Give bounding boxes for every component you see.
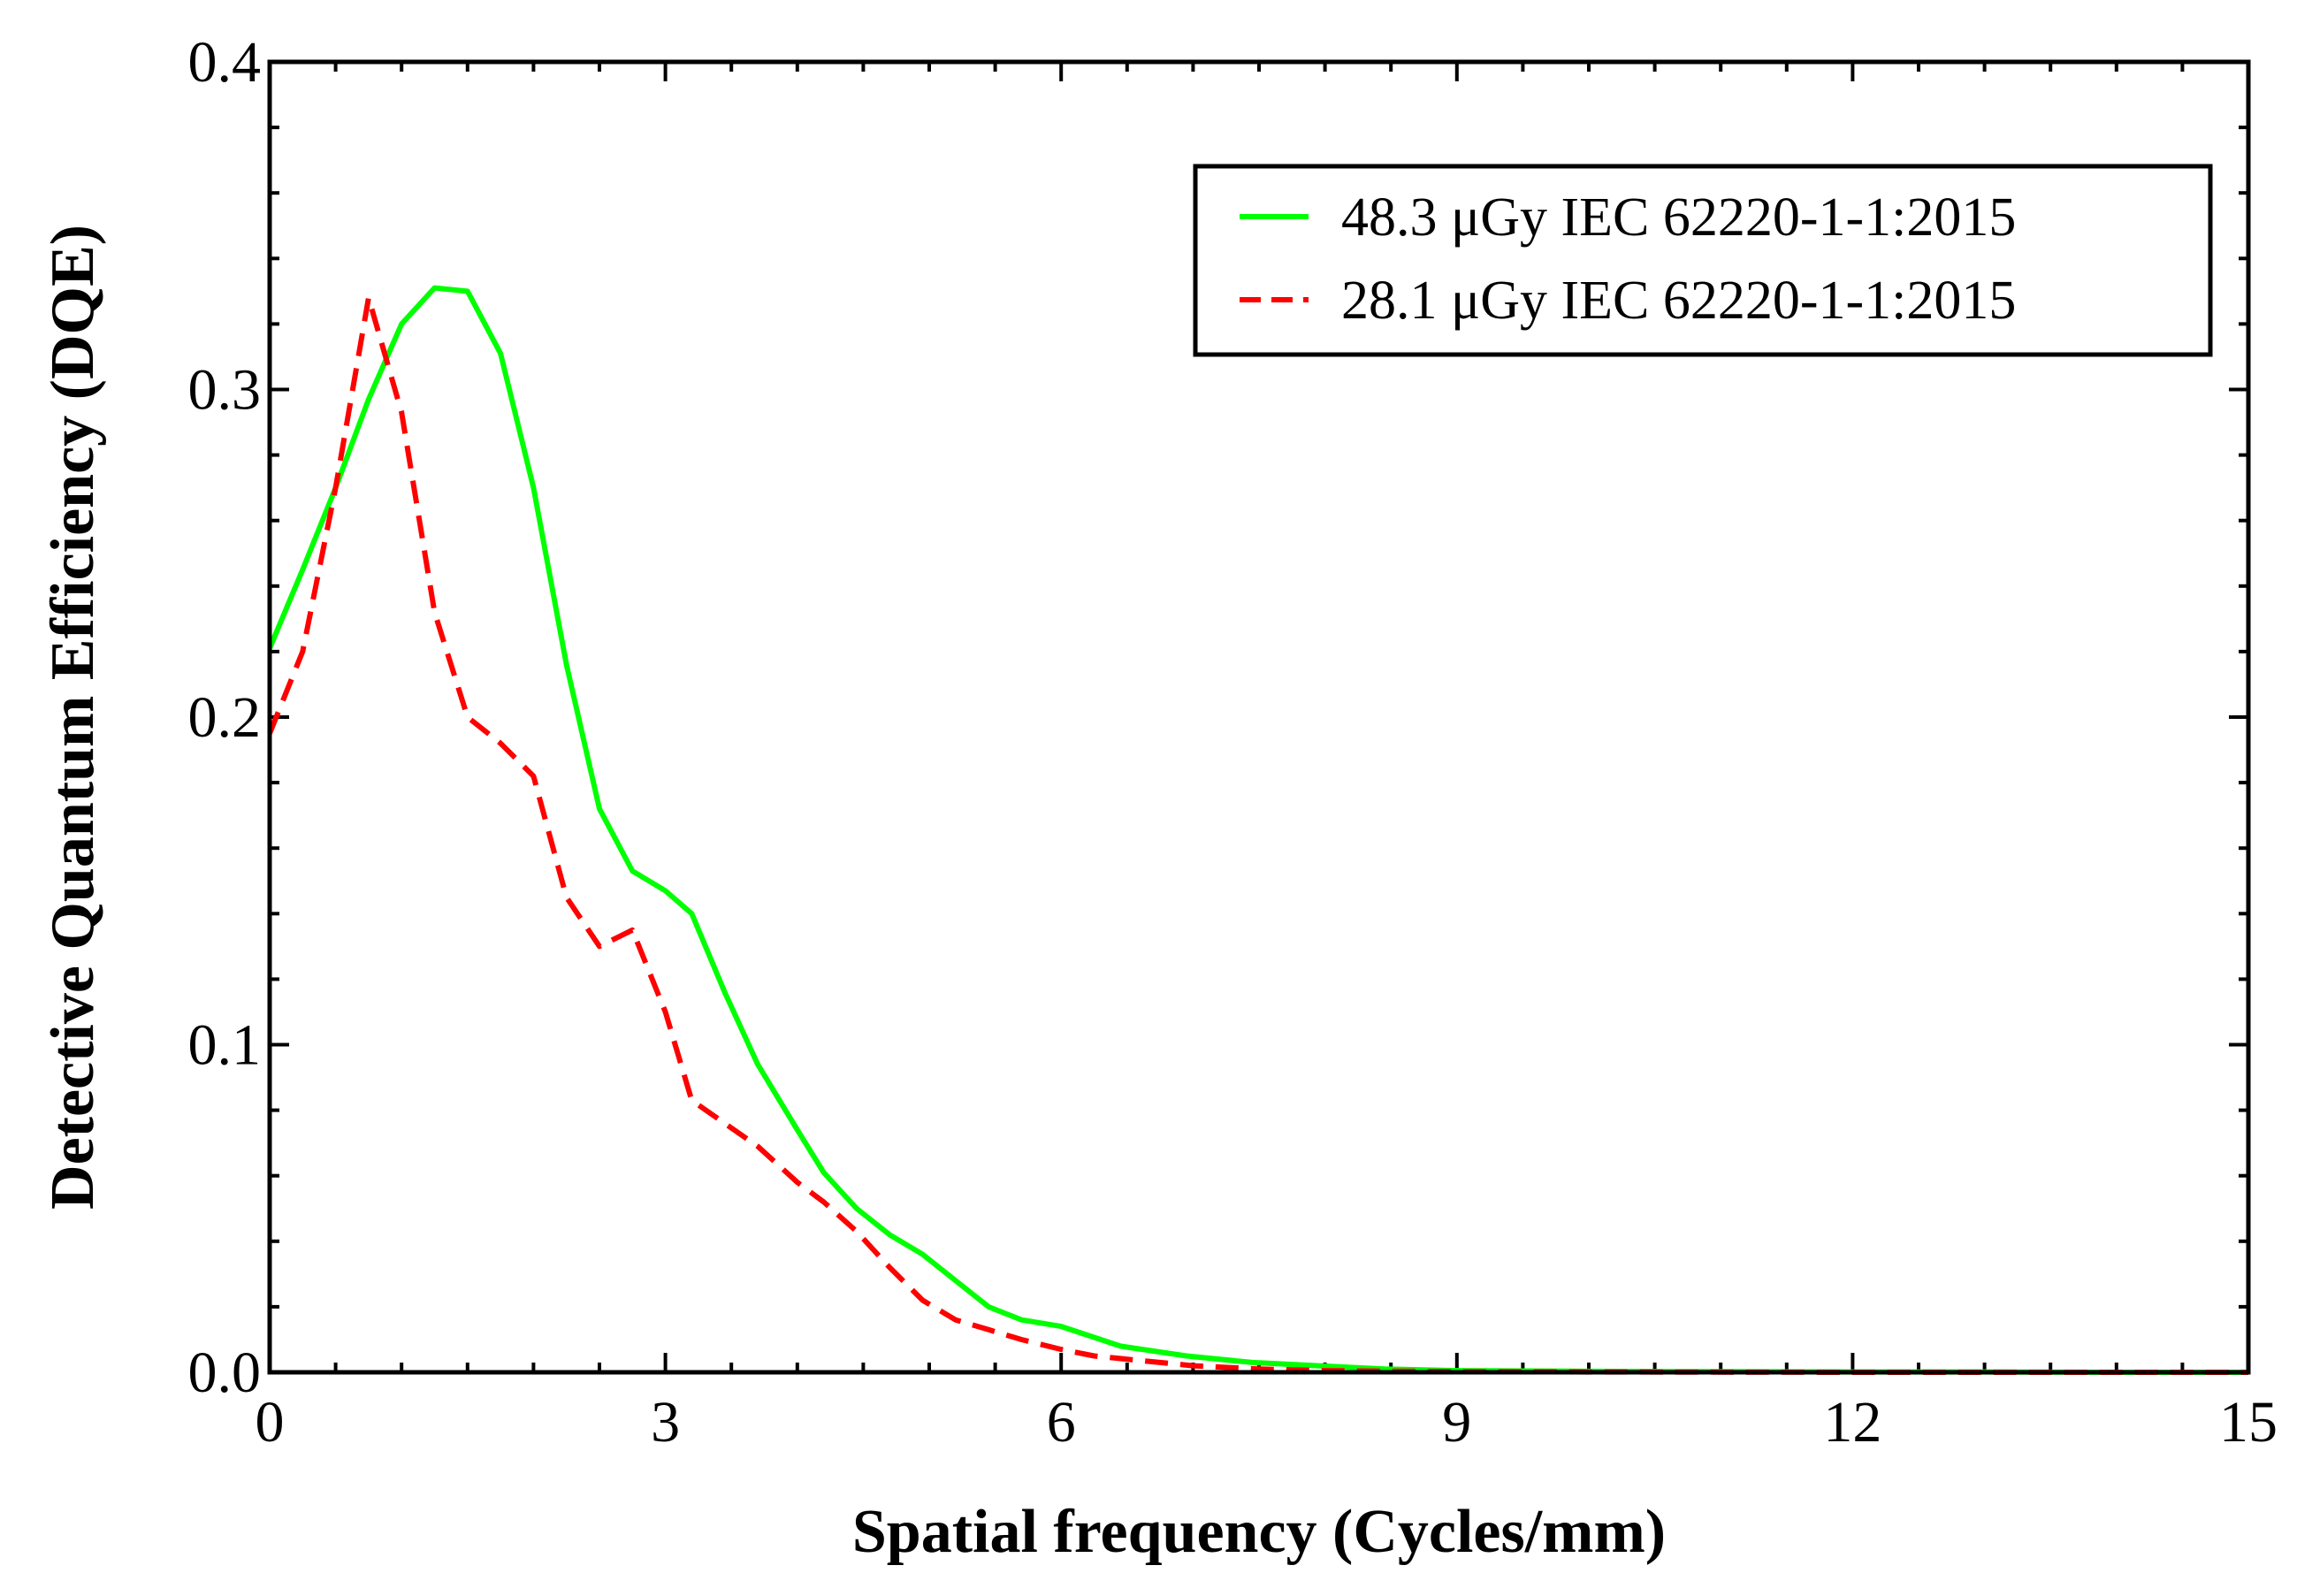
y-tick-label: 0.0 <box>188 1340 262 1405</box>
legend-label-48-3-ugy: 48.3 μGy IEC 62220-1-1:2015 <box>1341 187 2016 248</box>
data-series <box>267 285 2248 1375</box>
y-axis-title: Detective Quantum Efficiency (DQE) <box>39 225 107 1210</box>
x-tick-label: 12 <box>1823 1390 1881 1455</box>
y-tick-label: 0.1 <box>188 1013 262 1078</box>
x-tick-label: 9 <box>1442 1390 1471 1455</box>
x-axis-title: Spatial frequency (Cycles/mm) <box>852 1498 1666 1566</box>
y-tick-label: 0.3 <box>188 358 262 423</box>
legend: 48.3 μGy IEC 62220-1-1:2015 28.1 μGy IEC… <box>1193 164 2213 357</box>
plot-frame <box>267 59 2251 1375</box>
axis-tick-labels: 0 3 6 9 12 15 0.0 0.1 0.2 0.3 0.4 <box>188 30 2278 1455</box>
series-line-0 <box>267 285 2248 1375</box>
x-tick-label: 0 <box>256 1390 285 1455</box>
y-tick-label: 0.2 <box>188 685 262 750</box>
x-tick-label: 15 <box>2219 1390 2278 1455</box>
legend-box <box>1193 164 2213 357</box>
x-tick-label: 6 <box>1047 1390 1076 1455</box>
y-tick-label: 0.4 <box>188 30 262 95</box>
x-tick-label: 3 <box>651 1390 680 1455</box>
legend-label-28-1-ugy: 28.1 μGy IEC 62220-1-1:2015 <box>1341 271 2016 331</box>
series-line-1 <box>267 294 2248 1375</box>
